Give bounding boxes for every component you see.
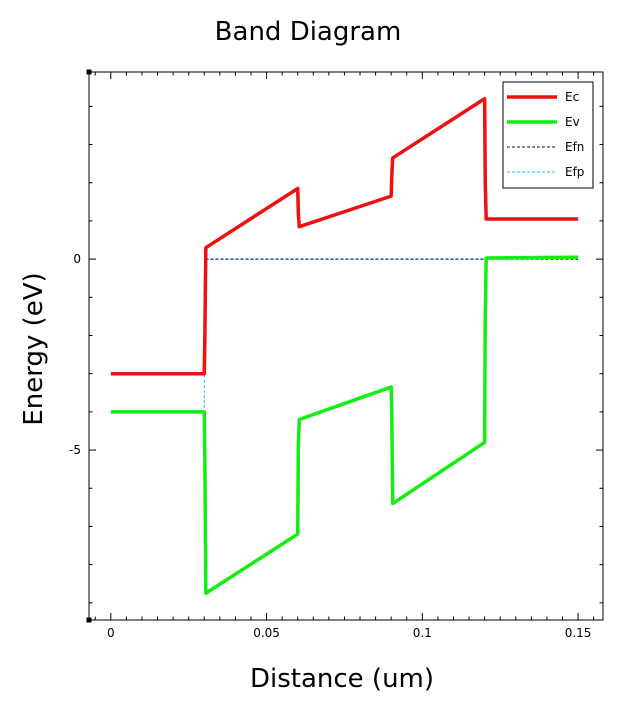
- legend-label-ec: Ec: [565, 90, 579, 104]
- series-line-ec: [110, 96, 579, 376]
- y-tick-label-0: 0: [73, 252, 81, 266]
- x-tick-label-0: 0: [107, 626, 115, 640]
- chart-title: Band Diagram: [215, 17, 402, 47]
- legend-box: [502, 81, 594, 189]
- x-tick-label-2: 0.1: [413, 626, 432, 640]
- series-line-efp: [203, 258, 579, 409]
- frame-corner-marker-top: [86, 69, 92, 75]
- series-lines: [110, 96, 579, 596]
- y-axis-label: Energy (eV): [19, 272, 49, 425]
- x-tick-label-1: 0.05: [253, 626, 280, 640]
- legend-label-ev: Ev: [565, 115, 580, 129]
- series-line-ev: [110, 255, 579, 596]
- series-line-efn: [203, 258, 579, 374]
- x-axis-label: Distance (um): [250, 664, 434, 694]
- x-tick-label-3: 0.15: [565, 626, 592, 640]
- plot-frame: [88, 71, 604, 621]
- legend-label-efn: Efn: [565, 140, 584, 154]
- axis-ticks: 0 0.05 0.1 0.15 0 -5: [69, 72, 603, 640]
- legend-label-efp: Efp: [565, 165, 584, 179]
- frame-corner-marker-bottom: [86, 617, 92, 623]
- y-tick-label-1: -5: [69, 443, 81, 457]
- legend: Ec Ev Efn Efp: [502, 81, 594, 189]
